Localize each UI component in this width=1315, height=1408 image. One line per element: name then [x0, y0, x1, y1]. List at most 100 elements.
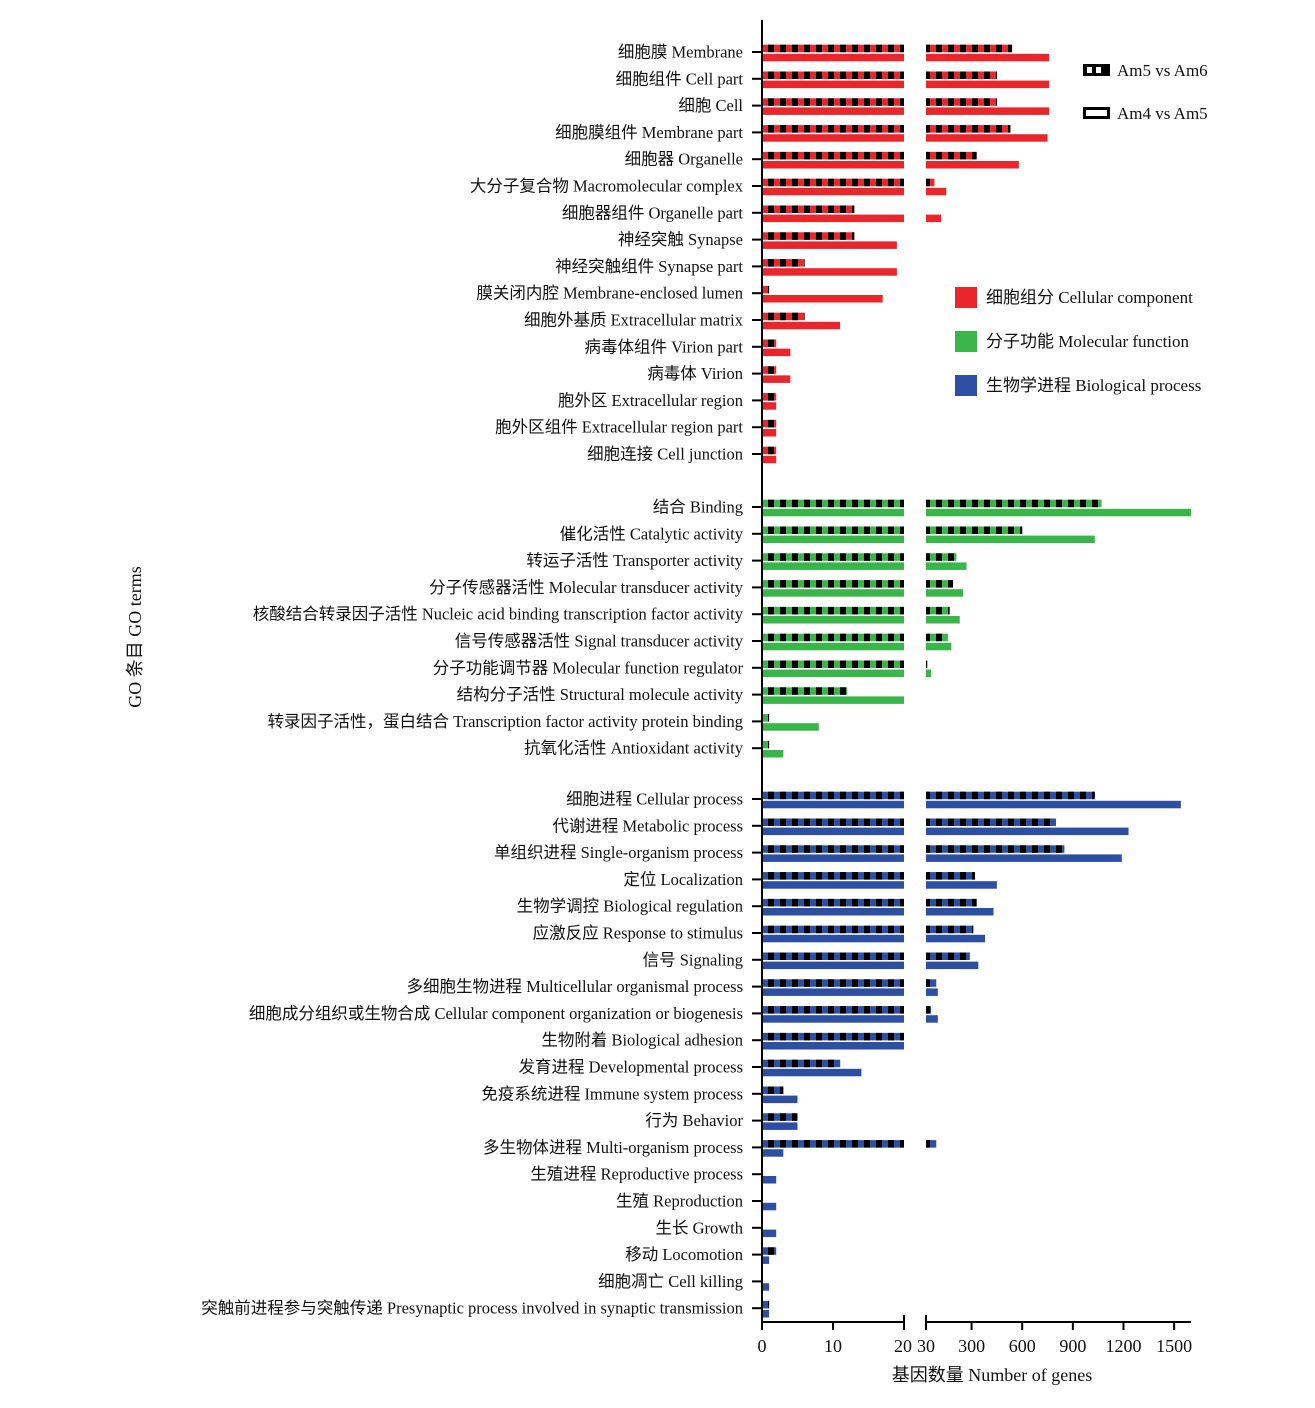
bar-am5-vs-am6-dash-upper — [926, 44, 1013, 53]
go-term-label: 信号 Signaling — [643, 950, 743, 969]
go-term-label: 生物附着 Biological adhesion — [541, 1031, 743, 1050]
bar-am4-vs-am5-lower — [762, 134, 904, 142]
bar-am5-vs-am6-dash-lower — [762, 1300, 770, 1309]
go-term-label: 细胞 Cell — [678, 96, 743, 115]
go-term-label: 结合 Binding — [653, 498, 743, 517]
y-axis-title: GO 条目 GO terms — [125, 566, 145, 708]
bar-am4-vs-am5-upper — [926, 214, 942, 223]
bar-am5-vs-am6-dash-lower — [762, 312, 805, 321]
legend-label: 分子功能 Molecular function — [986, 332, 1190, 351]
bar-am5-vs-am6-dash-lower — [762, 633, 904, 642]
go-term-label: 信号传感器活性 Signal transducer activity — [455, 632, 744, 651]
go-term-label: 分子传感器活性 Molecular transducer activity — [429, 578, 744, 597]
go-term-label: 结构分子活性 Structural molecule activity — [457, 685, 744, 704]
x-tick-label: 300 — [958, 1336, 985, 1356]
bar-am5-vs-am6-dash-upper — [926, 1006, 932, 1014]
bar-am5-vs-am6-dash-lower — [762, 393, 777, 401]
bar-am5-vs-am6-dash-lower — [762, 925, 904, 934]
bar-am4-vs-am5-lower — [762, 161, 904, 169]
go-term-label: 生殖 Reproduction — [616, 1192, 743, 1211]
legend-label: 生物学进程 Biological process — [986, 376, 1201, 395]
bar-am4-vs-am5-upper — [926, 161, 1019, 169]
x-tick-labels: 0 10 20 30 300 600 900 1200 1500 — [758, 1336, 1193, 1356]
bar-am4-vs-am5-lower — [762, 241, 897, 249]
go-term-label: 突触前进程参与突触传递 Presynaptic process involved… — [201, 1299, 743, 1318]
bar-am4-vs-am5-upper — [926, 961, 979, 970]
bar-am4-vs-am5-upper — [926, 80, 1050, 89]
bar-am4-vs-am5-lower — [762, 642, 904, 651]
go-term-label: 生殖进程 Reproductive process — [530, 1165, 743, 1184]
bar-am5-vs-am6-dash-upper — [926, 606, 950, 615]
bar-am5-vs-am6-dash-upper — [926, 125, 1011, 133]
bar-am4-vs-am5-upper — [926, 134, 1048, 142]
x-tick-label: 0 — [758, 1336, 767, 1356]
bar-am5-vs-am6-dash-lower — [762, 366, 777, 374]
bar-am4-vs-am5-lower — [762, 562, 904, 570]
bar-am5-vs-am6-dash-upper — [926, 818, 1056, 826]
x-tick-label: 30 — [917, 1336, 935, 1356]
legend-color-swatch — [955, 287, 977, 308]
bar-am5-vs-am6-dash-lower — [762, 580, 904, 588]
x-axis-title: 基因数量 Number of genes — [892, 1365, 1092, 1385]
bar-am4-vs-am5-lower — [762, 1176, 777, 1184]
go-term-label: 多生物体进程 Multi-organism process — [483, 1138, 743, 1157]
bar-am5-vs-am6-dash-lower — [762, 98, 904, 106]
bar-am4-vs-am5-lower — [762, 295, 883, 303]
go-term-label: 生物学调控 Biological regulation — [517, 897, 743, 916]
legend-swatch-solid — [1083, 107, 1110, 119]
bar-am4-vs-am5-lower — [762, 881, 904, 889]
bar-am5-vs-am6-dash-upper — [926, 845, 1065, 853]
go-term-label: 转运子活性 Transporter activity — [526, 551, 743, 570]
bar-am5-vs-am6-dash-lower — [762, 1113, 798, 1121]
bar-am4-vs-am5-upper — [926, 988, 938, 996]
go-term-label: 细胞组件 Cell part — [616, 69, 744, 88]
bar-am5-vs-am6-dash-upper — [926, 925, 974, 934]
go-term-label: 神经突触 Synapse — [618, 230, 743, 249]
bar-am5-vs-am6-dash-lower — [762, 740, 770, 749]
bar-am5-vs-am6-dash-lower — [762, 446, 777, 455]
legend-label: Am5 vs Am6 — [1117, 61, 1208, 80]
go-term-label: 免疫系统进程 Immune system process — [481, 1084, 743, 1103]
bar-am5-vs-am6-dash-upper — [926, 633, 948, 642]
bar-am4-vs-am5-lower — [762, 455, 777, 464]
bar-am5-vs-am6-dash-lower — [762, 872, 904, 880]
bar-am4-vs-am5-upper — [926, 934, 986, 943]
go-term-labels: 细胞膜 Membrane 细胞组件 Cell part 细胞 Cell 细胞膜组件 M… — [201, 43, 762, 1318]
bar-am5-vs-am6-dash-upper — [926, 660, 928, 668]
bar-am4-vs-am5-lower — [762, 854, 904, 862]
bar-am4-vs-am5-lower — [762, 1256, 770, 1264]
bar-am5-vs-am6-dash-lower — [762, 818, 904, 826]
bar-am4-vs-am5-upper — [926, 508, 1191, 517]
bar-am5-vs-am6-dash-lower — [762, 1140, 904, 1148]
bar-am5-vs-am6-dash-lower — [762, 791, 904, 800]
go-term-label: 生长 Growth — [655, 1218, 743, 1237]
bar-am4-vs-am5-lower — [762, 1068, 862, 1077]
bar-am4-vs-am5-lower — [762, 934, 904, 943]
go-term-label: 细胞器组件 Organelle part — [562, 203, 744, 222]
bar-am4-vs-am5-upper — [926, 53, 1050, 62]
axes — [761, 20, 1191, 1330]
bar-am4-vs-am5-upper — [926, 669, 932, 678]
x-tick-label: 900 — [1059, 1336, 1086, 1356]
bar-am5-vs-am6-dash-lower — [762, 419, 777, 428]
bar-am5-vs-am6-dash-upper — [926, 151, 977, 160]
bar-am5-vs-am6-dash-upper — [926, 952, 970, 960]
bar-am5-vs-am6-dash-lower — [762, 44, 904, 53]
go-term-label: 催化活性 Catalytic activity — [560, 524, 744, 543]
x-tick-label: 1200 — [1105, 1336, 1141, 1356]
bar-am5-vs-am6-dash-lower — [762, 606, 904, 615]
bar-am4-vs-am5-lower — [762, 375, 791, 383]
bar-am4-vs-am5-upper — [926, 827, 1129, 836]
legend-swatch-gap — [1096, 67, 1101, 73]
bar-am5-vs-am6-dash-lower — [762, 71, 904, 79]
go-term-label: 代谢进程 Metabolic process — [552, 816, 743, 835]
bar-am5-vs-am6-dash-lower — [762, 499, 904, 508]
bar-am4-vs-am5-lower — [762, 750, 784, 758]
bar-am5-vs-am6-dash-lower — [762, 1006, 904, 1014]
bar-am5-vs-am6-dash-lower — [762, 898, 904, 907]
bar-am5-vs-am6-dash-lower — [762, 178, 904, 187]
bar-am5-vs-am6-dash-lower — [762, 125, 904, 133]
bar-am5-vs-am6-dash-lower — [762, 1032, 904, 1041]
go-term-label: 多细胞生物进程 Multicellular organismal process — [406, 977, 743, 996]
bar-am5-vs-am6-dash-upper — [926, 178, 935, 187]
